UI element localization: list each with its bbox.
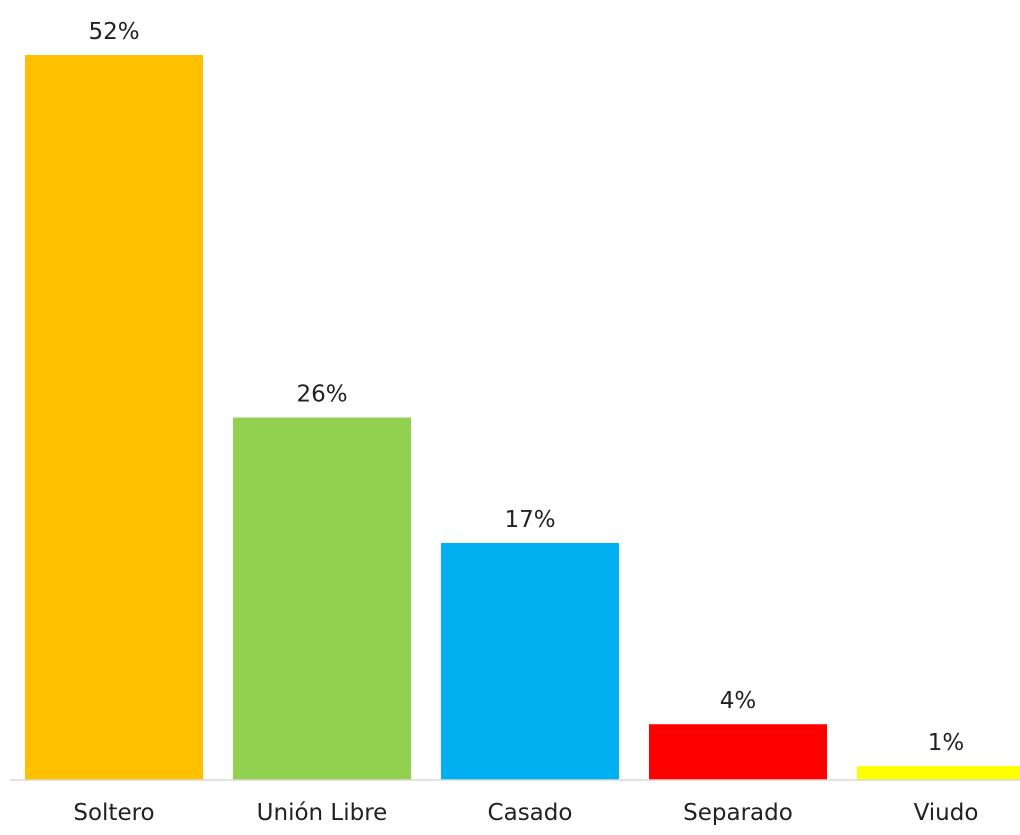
category-label-soltero: Soltero	[73, 800, 154, 826]
data-label-union-libre: 26%	[296, 382, 347, 408]
data-label-casado: 17%	[504, 507, 555, 533]
data-label-soltero: 52%	[88, 19, 139, 45]
bar-casado	[441, 542, 619, 780]
data-labels-layer: 52% 26% 17% 4% 1%	[88, 19, 964, 756]
bar-separado	[649, 724, 827, 780]
category-label-casado: Casado	[488, 800, 573, 826]
data-label-separado: 4%	[720, 688, 757, 714]
bar-viudo	[857, 766, 1020, 780]
category-label-separado: Separado	[683, 800, 793, 826]
data-label-viudo: 1%	[928, 730, 965, 756]
bars-layer	[25, 55, 1020, 780]
bar-soltero	[25, 55, 203, 780]
bar-union-libre	[233, 417, 411, 780]
category-label-viudo: Viudo	[914, 800, 979, 826]
category-label-union-libre: Unión Libre	[257, 800, 388, 826]
category-labels-layer: Soltero Unión Libre Casado Separado Viudo	[73, 800, 978, 826]
